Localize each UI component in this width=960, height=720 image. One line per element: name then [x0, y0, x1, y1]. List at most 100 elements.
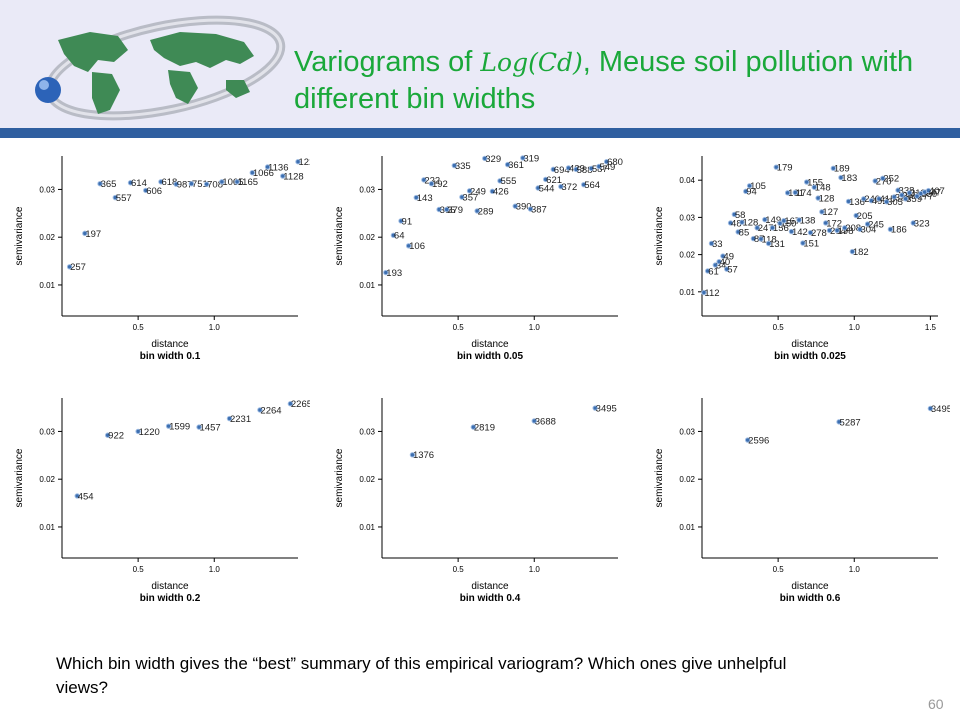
point-count-label: 350 — [921, 189, 937, 200]
data-point — [383, 269, 389, 276]
data-point — [512, 203, 518, 209]
x-axis-label: distance — [151, 581, 189, 592]
point-count-label: 222 — [424, 175, 440, 186]
data-point — [895, 187, 901, 193]
point-count-label: 278 — [811, 228, 827, 239]
point-count-label: 106 — [409, 241, 425, 252]
data-point — [390, 232, 397, 238]
y-tick-label: 0.03 — [359, 427, 375, 436]
data-point — [66, 264, 73, 270]
x-axis-label: distance — [791, 581, 829, 592]
point-count-label: 3688 — [535, 416, 556, 427]
point-count-label: 694 — [554, 165, 570, 176]
point-count-label: 61 — [708, 266, 719, 277]
point-count-label: 557 — [116, 193, 132, 204]
data-point — [876, 196, 882, 202]
point-count-label: 708 — [207, 180, 223, 191]
variogram-chart-bin-0-2: 0.01 0.02 0.03 0.5 1.0 semivariance distancebi… — [14, 398, 310, 604]
data-point — [788, 228, 795, 235]
title-math: Log(Cd) — [480, 48, 583, 77]
point-count-label: 94 — [746, 187, 757, 198]
x-tick-label: 0.5 — [773, 565, 785, 574]
y-tick-label: 0.02 — [679, 251, 695, 260]
point-count-label: 179 — [777, 163, 793, 174]
point-count-label: 1128 — [283, 171, 303, 182]
y-tick-label: 0.04 — [679, 176, 695, 185]
data-point — [531, 418, 537, 424]
point-count-label: 118 — [762, 234, 777, 245]
data-point — [249, 170, 256, 176]
point-count-label: 426 — [493, 187, 509, 198]
y-axis-label: semivariance — [654, 448, 665, 507]
data-point — [165, 423, 172, 429]
data-point — [97, 181, 103, 187]
data-point — [724, 266, 730, 272]
point-count-label: 387 — [531, 204, 547, 215]
x-tick-label: 0.5 — [453, 565, 465, 574]
point-count-label: 555 — [501, 176, 517, 187]
data-point — [823, 220, 829, 226]
y-axis-label: semivariance — [334, 448, 345, 507]
point-count-label: 328 — [895, 192, 911, 203]
data-point — [712, 262, 719, 268]
data-point — [811, 184, 817, 190]
point-count-label: 252 — [883, 174, 899, 185]
data-point — [765, 240, 772, 247]
x-tick-label: 1.0 — [529, 565, 541, 574]
data-point — [914, 193, 920, 199]
data-point — [927, 405, 934, 412]
title-prefix: Variograms of — [294, 46, 481, 78]
variogram-chart-bin-0-6: 0.01 0.02 0.03 0.5 1.0 semivariance distancebi… — [654, 398, 950, 604]
point-count-label: 680 — [607, 157, 623, 168]
data-point — [466, 188, 473, 194]
bin-width-subtitle: bin width 0.05 — [457, 351, 524, 362]
data-point — [527, 206, 534, 212]
x-tick-label: 0.5 — [453, 323, 465, 332]
data-point — [925, 187, 932, 194]
data-point — [398, 218, 404, 224]
point-count-label: 379 — [447, 205, 463, 216]
point-count-label: 338 — [899, 186, 915, 197]
y-tick-label: 0.01 — [359, 281, 375, 290]
data-point — [196, 424, 202, 430]
point-count-label: 1376 — [413, 450, 434, 461]
point-count-label: 142 — [792, 227, 808, 238]
data-point — [143, 187, 149, 194]
point-count-label: 138 — [800, 215, 816, 226]
page-number: 60 — [928, 696, 944, 712]
data-point — [588, 165, 595, 172]
data-point — [781, 218, 787, 224]
x-tick-label: 1.0 — [529, 323, 541, 332]
data-point — [796, 217, 802, 223]
point-count-label: 5287 — [840, 417, 861, 428]
slide-title: Variograms of Log(Cd), Meuse soil pollut… — [294, 44, 944, 117]
data-point — [603, 159, 610, 165]
point-count-label: 614 — [131, 178, 147, 189]
point-count-label: 149 — [765, 215, 781, 226]
y-axis-label: semivariance — [14, 448, 25, 507]
point-count-label: 192 — [432, 179, 448, 190]
y-tick-label: 0.03 — [39, 185, 55, 194]
point-count-label: 112 — [704, 288, 719, 299]
data-point — [758, 236, 764, 242]
point-count-label: 150 — [781, 219, 797, 230]
data-point — [708, 240, 715, 247]
y-tick-label: 0.01 — [39, 523, 55, 532]
data-point — [880, 175, 886, 182]
point-count-label: 361 — [508, 160, 524, 171]
point-count-label: 155 — [807, 177, 823, 188]
point-count-label: 105 — [750, 181, 766, 192]
point-count-label: 1229 — [299, 157, 311, 168]
point-count-label: 48 — [731, 218, 742, 229]
data-point — [542, 176, 549, 183]
data-point — [739, 219, 745, 225]
data-point — [104, 432, 111, 438]
data-point — [842, 225, 848, 231]
data-point — [565, 165, 572, 171]
data-point — [861, 196, 867, 202]
point-count-label: 143 — [417, 193, 433, 204]
y-tick-label: 0.02 — [39, 475, 55, 484]
data-point — [581, 181, 587, 188]
data-point — [470, 424, 477, 430]
data-point — [158, 179, 164, 185]
